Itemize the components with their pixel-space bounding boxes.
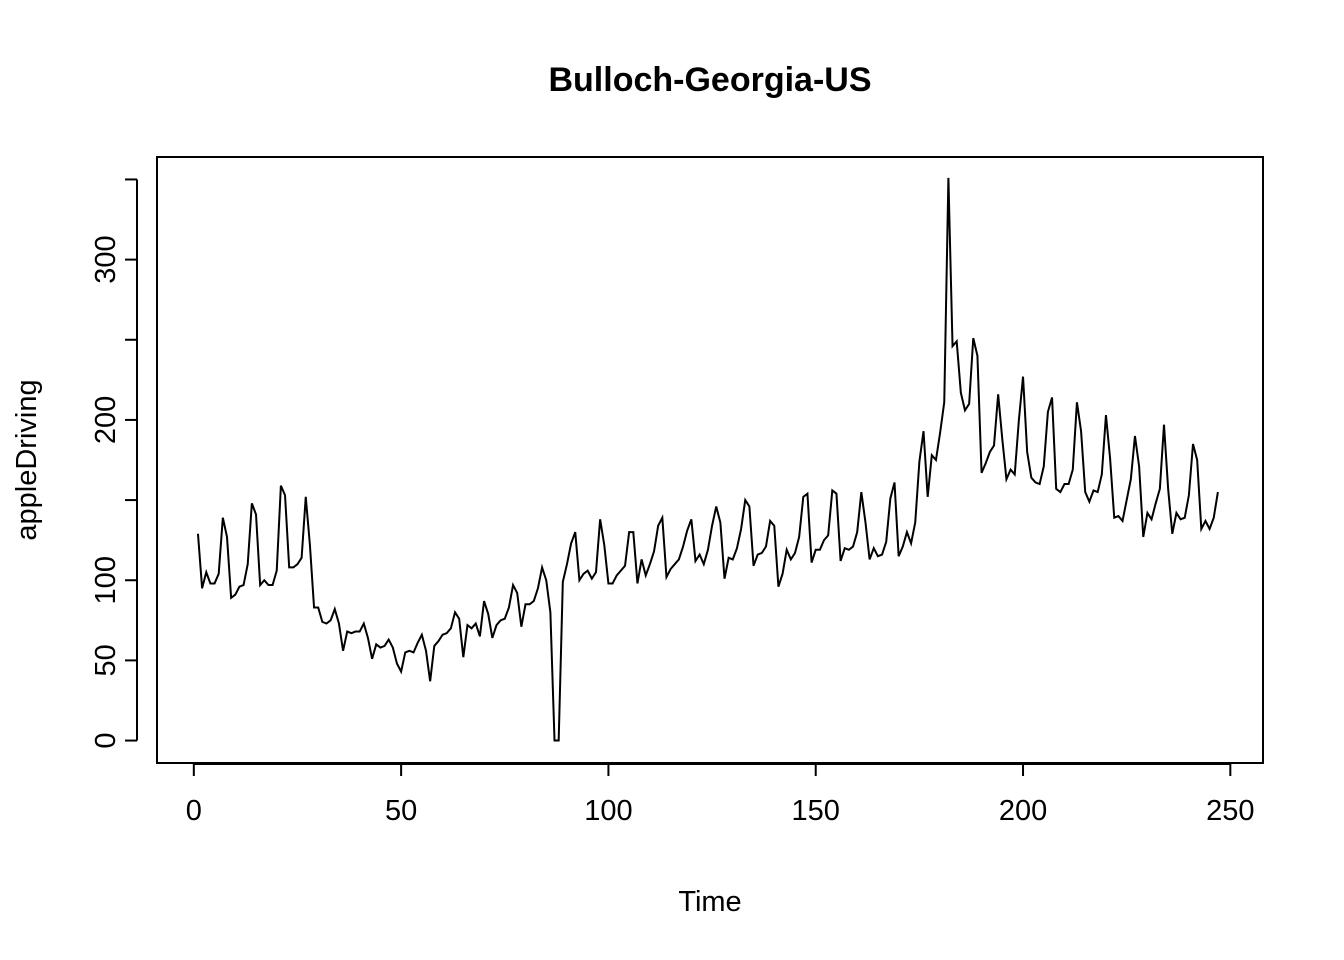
x-tick-label: 0	[186, 795, 202, 827]
y-axis: 0 50 100 200 300	[90, 178, 138, 749]
chart-title: Bulloch-Georgia-US	[548, 61, 871, 99]
series-line-appledriving	[196, 177, 1219, 742]
y-axis-label: appleDriving	[11, 379, 43, 540]
y-tick-label: 300	[90, 235, 122, 283]
x-tick-label: 200	[999, 795, 1047, 827]
x-tick-label: 150	[792, 795, 840, 827]
y-tick-label: 50	[90, 644, 122, 676]
y-tick-label: 0	[90, 732, 122, 748]
x-tick-label: 250	[1206, 795, 1254, 827]
x-tick-label: 100	[584, 795, 632, 827]
y-tick-label: 200	[90, 396, 122, 444]
x-axis-label: Time	[678, 886, 741, 918]
y-tick-label: 100	[90, 556, 122, 604]
x-tick-label: 50	[385, 795, 417, 827]
x-axis: 0 50 100 150 200 250	[186, 763, 1255, 827]
plot-frame	[156, 156, 1264, 764]
